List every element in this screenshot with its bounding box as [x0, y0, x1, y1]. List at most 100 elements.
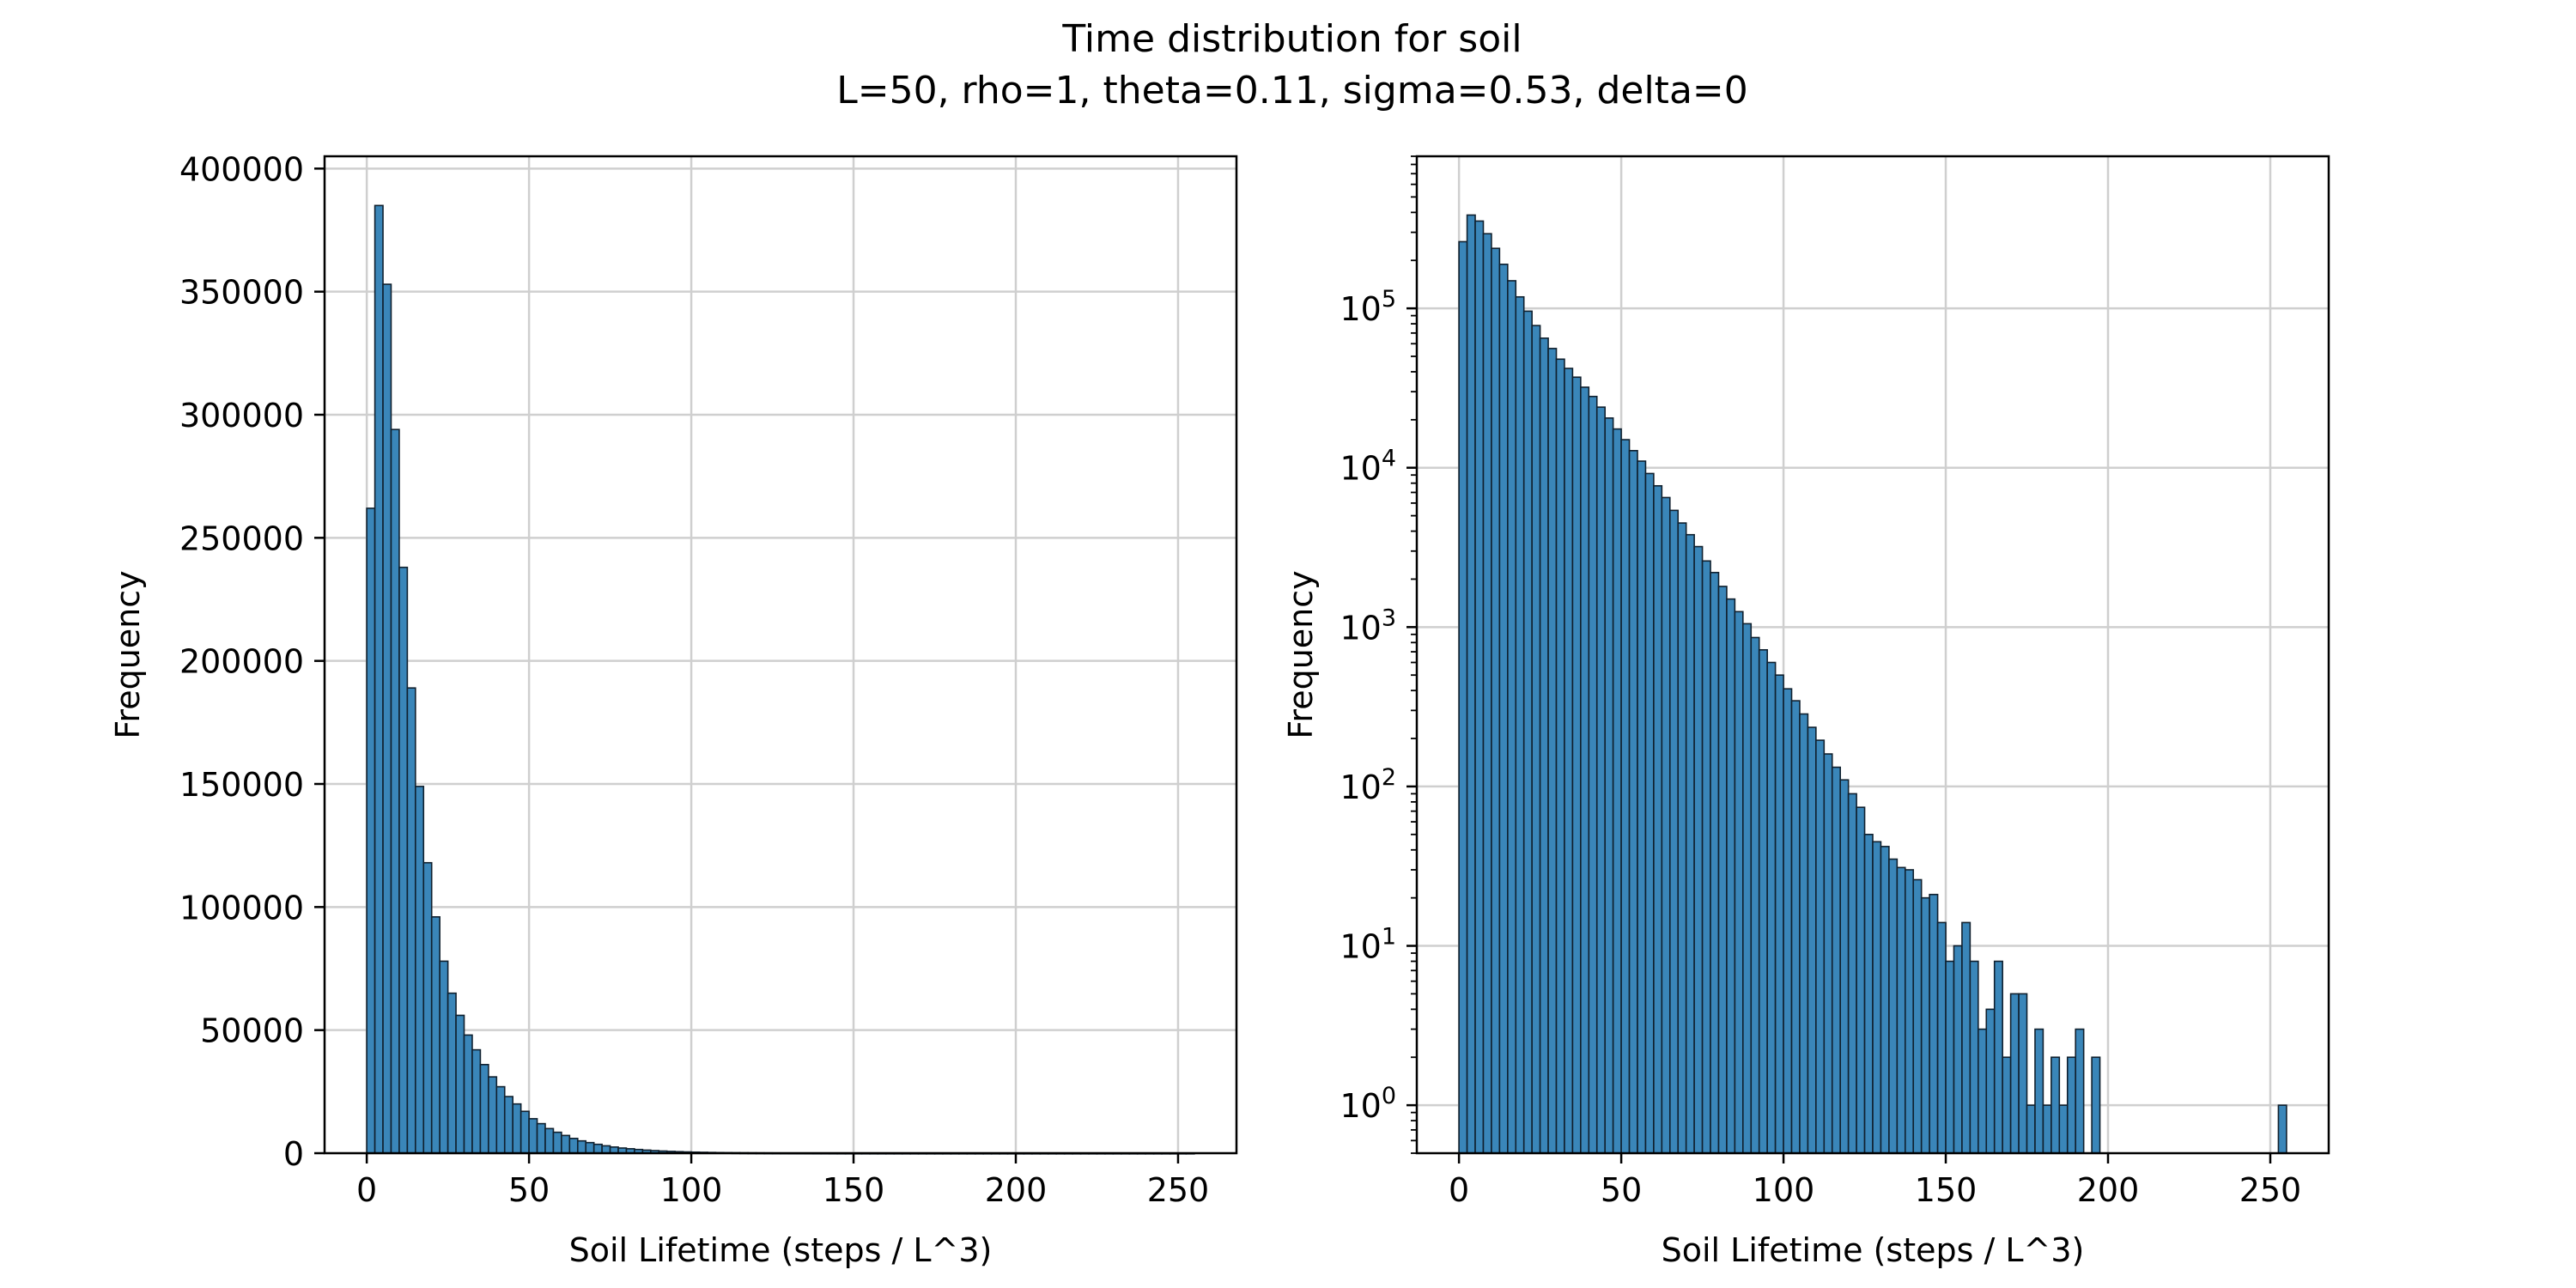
- x-tick-label: 0: [356, 1171, 377, 1209]
- histogram-bar: [2277, 1104, 2287, 1154]
- histogram-bar: [1888, 858, 1899, 1154]
- histogram-bar: [512, 1103, 522, 1154]
- histogram-bar: [1522, 310, 1533, 1154]
- histogram-bar: [1482, 233, 1492, 1154]
- histogram-bar: [1668, 509, 1680, 1154]
- x-tick-label: 0: [1449, 1171, 1469, 1209]
- y-tick-label: 102: [1340, 764, 1396, 806]
- histogram-bar: [1807, 726, 1817, 1154]
- histogram-bar: [1985, 1008, 1996, 1154]
- histogram-bar: [1628, 450, 1638, 1154]
- histogram-bar: [1815, 739, 1826, 1154]
- histogram-bar: [1604, 417, 1614, 1154]
- histogram-bar: [1685, 533, 1695, 1154]
- histogram-bar: [1644, 472, 1655, 1154]
- histogram-bar: [1839, 779, 1850, 1154]
- histogram-bar: [1474, 220, 1485, 1154]
- histogram-bar: [1555, 358, 1565, 1154]
- histogram-bar: [1710, 571, 1720, 1154]
- histogram-bar: [1595, 406, 1607, 1154]
- histogram-bar: [536, 1122, 546, 1154]
- histogram-bar: [422, 861, 433, 1154]
- histogram-bar: [528, 1118, 538, 1154]
- histogram-bar: [1961, 921, 1971, 1154]
- histogram-bar: [1783, 688, 1793, 1154]
- y-tick-label: 100: [1340, 1083, 1396, 1125]
- histogram-bar: [1856, 806, 1866, 1154]
- y-tick-label: 350000: [179, 274, 304, 312]
- histogram-bar: [2034, 1028, 2044, 1154]
- histogram-bar: [1978, 1028, 1988, 1154]
- y-tick-label: 50000: [200, 1012, 304, 1050]
- histogram-bar: [544, 1127, 555, 1154]
- histogram-bar: [1863, 833, 1874, 1154]
- histogram-bar: [2026, 1104, 2036, 1154]
- histogram-bar: [1766, 661, 1777, 1154]
- x-tick-label: 150: [823, 1171, 885, 1209]
- histogram-bar: [398, 566, 409, 1154]
- histogram-bar: [1571, 376, 1582, 1154]
- x-tick-label: 200: [2077, 1171, 2140, 1209]
- y-tick-label: 400000: [179, 150, 304, 188]
- histogram-bar: [1531, 325, 1541, 1154]
- histogram-bar: [1945, 960, 1955, 1154]
- histogram-bar: [439, 960, 449, 1154]
- histogram-bar: [2009, 993, 2020, 1154]
- x-tick-label: 50: [1601, 1171, 1642, 1209]
- histogram-bar: [390, 428, 400, 1154]
- histogram-bar: [576, 1139, 587, 1154]
- histogram-bar: [1701, 560, 1711, 1154]
- histogram-bar: [366, 507, 376, 1154]
- histogram-bar: [561, 1134, 571, 1154]
- histogram-bar: [1904, 869, 1915, 1154]
- histogram-bar: [601, 1145, 611, 1154]
- linear-histogram-panel: 0 50 100 150 200 250 0 50000 100000 150000 200000 2…: [109, 150, 1238, 1269]
- histogram-bar: [1880, 846, 1890, 1154]
- histogram-bar: [1993, 960, 2003, 1154]
- histogram-bar: [1515, 295, 1525, 1154]
- histogram-bar: [1547, 348, 1558, 1154]
- histogram-bar: [1920, 896, 1930, 1154]
- histogram-bar: [1774, 674, 1784, 1154]
- histogram-bar: [503, 1096, 514, 1154]
- y-tick-label: 105: [1340, 286, 1396, 328]
- histogram-bar: [1637, 460, 1647, 1154]
- x-tick-label: 100: [1753, 1171, 1815, 1209]
- x-tick-label: 100: [660, 1171, 723, 1209]
- histogram-bar: [1799, 713, 1809, 1154]
- histogram-bar: [1564, 368, 1574, 1154]
- histogram-bar: [479, 1064, 489, 1154]
- histogram-bar: [1458, 240, 1468, 1154]
- histogram-bar: [1896, 866, 1906, 1154]
- histogram-bar: [488, 1076, 498, 1154]
- histogram-bar: [374, 204, 384, 1154]
- y-tick-label: 150000: [179, 766, 304, 804]
- histogram-bar: [1912, 878, 1923, 1154]
- histogram-bar: [1953, 945, 1963, 1154]
- histogram-bar: [2091, 1056, 2101, 1154]
- histogram-bar: [1847, 793, 1857, 1154]
- y-tick-label: 100000: [179, 889, 304, 927]
- histogram-bar: [406, 687, 416, 1154]
- histogram-bar: [568, 1138, 579, 1154]
- histogram-bar: [519, 1110, 530, 1154]
- histogram-bar: [1677, 522, 1687, 1154]
- y-tick-label: 104: [1340, 446, 1396, 488]
- histogram-bar: [1661, 496, 1671, 1154]
- histogram-bar: [447, 992, 457, 1154]
- histogram-bar: [552, 1131, 562, 1154]
- histogram-bar: [415, 786, 425, 1154]
- histogram-bar: [2066, 1056, 2077, 1154]
- histogram-bar: [471, 1048, 482, 1154]
- histogram-bar: [1726, 598, 1736, 1154]
- histogram-bar: [382, 283, 392, 1154]
- histogram-bar: [2042, 1104, 2052, 1154]
- histogram-bar: [1750, 636, 1760, 1154]
- histogram-bar: [1539, 337, 1549, 1154]
- histogram-bar: [1831, 766, 1842, 1154]
- y-tick-label: 200000: [179, 643, 304, 681]
- histogram-bar: [1580, 386, 1590, 1154]
- histogram-bar: [1693, 545, 1704, 1154]
- histogram-bar: [1588, 395, 1598, 1154]
